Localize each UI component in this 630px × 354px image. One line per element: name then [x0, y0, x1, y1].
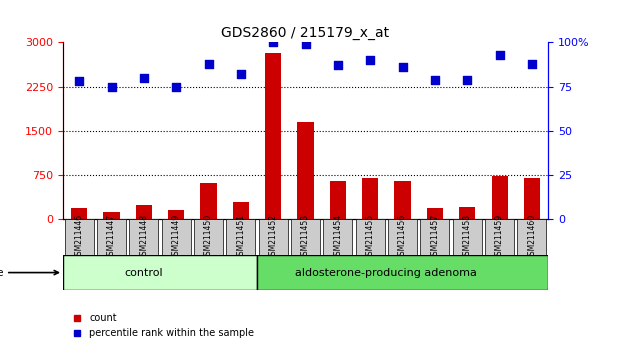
Point: [462, 77, 472, 82]
Point: [74, 79, 84, 84]
Point: [171, 84, 181, 90]
FancyBboxPatch shape: [63, 255, 257, 290]
Text: GSM211455: GSM211455: [366, 214, 375, 260]
Text: GSM211447: GSM211447: [107, 214, 116, 260]
FancyBboxPatch shape: [162, 219, 191, 255]
Text: GSM211456: GSM211456: [398, 214, 407, 260]
FancyBboxPatch shape: [259, 219, 288, 255]
Text: GSM211458: GSM211458: [463, 214, 472, 260]
FancyBboxPatch shape: [356, 219, 385, 255]
FancyBboxPatch shape: [420, 219, 449, 255]
Bar: [265, 52, 281, 219]
Title: GDS2860 / 215179_x_at: GDS2860 / 215179_x_at: [222, 26, 389, 40]
Text: GSM211446: GSM211446: [75, 214, 84, 260]
Point: [236, 72, 246, 77]
Bar: [71, 208, 87, 219]
Point: [495, 52, 505, 58]
FancyBboxPatch shape: [323, 219, 352, 255]
Point: [430, 77, 440, 82]
Text: GSM211449: GSM211449: [172, 214, 181, 260]
FancyBboxPatch shape: [129, 219, 158, 255]
Text: GSM211450: GSM211450: [204, 214, 213, 260]
Point: [398, 64, 408, 70]
Point: [527, 61, 537, 67]
Point: [301, 41, 311, 47]
Bar: [233, 202, 249, 219]
Text: GSM211459: GSM211459: [495, 214, 504, 260]
Point: [203, 61, 214, 67]
FancyBboxPatch shape: [388, 219, 417, 255]
Text: control: control: [125, 268, 163, 278]
Text: GSM211448: GSM211448: [139, 214, 148, 260]
Bar: [200, 183, 217, 219]
Bar: [297, 121, 314, 219]
FancyBboxPatch shape: [257, 255, 548, 290]
Point: [333, 63, 343, 68]
FancyBboxPatch shape: [517, 219, 546, 255]
Point: [106, 84, 117, 90]
Bar: [491, 176, 508, 219]
FancyBboxPatch shape: [194, 219, 223, 255]
Bar: [362, 178, 378, 219]
Text: GSM211452: GSM211452: [269, 214, 278, 260]
Bar: [136, 205, 152, 219]
FancyBboxPatch shape: [291, 219, 320, 255]
Text: disease state: disease state: [0, 268, 59, 278]
Bar: [168, 210, 185, 219]
Text: GSM211453: GSM211453: [301, 214, 310, 260]
Point: [365, 57, 375, 63]
Bar: [427, 208, 443, 219]
FancyBboxPatch shape: [485, 219, 514, 255]
Bar: [103, 212, 120, 219]
FancyBboxPatch shape: [226, 219, 255, 255]
Text: GSM211457: GSM211457: [430, 214, 439, 260]
FancyBboxPatch shape: [97, 219, 126, 255]
Legend: count, percentile rank within the sample: count, percentile rank within the sample: [68, 309, 258, 342]
Point: [139, 75, 149, 81]
Text: aldosterone-producing adenoma: aldosterone-producing adenoma: [295, 268, 478, 278]
FancyBboxPatch shape: [453, 219, 482, 255]
FancyBboxPatch shape: [65, 219, 94, 255]
Text: GSM211451: GSM211451: [236, 214, 245, 260]
Bar: [330, 181, 346, 219]
Text: GSM211460: GSM211460: [527, 214, 536, 260]
Point: [268, 40, 278, 45]
Bar: [394, 181, 411, 219]
Bar: [524, 178, 540, 219]
Text: GSM211454: GSM211454: [333, 214, 342, 260]
Bar: [459, 207, 476, 219]
